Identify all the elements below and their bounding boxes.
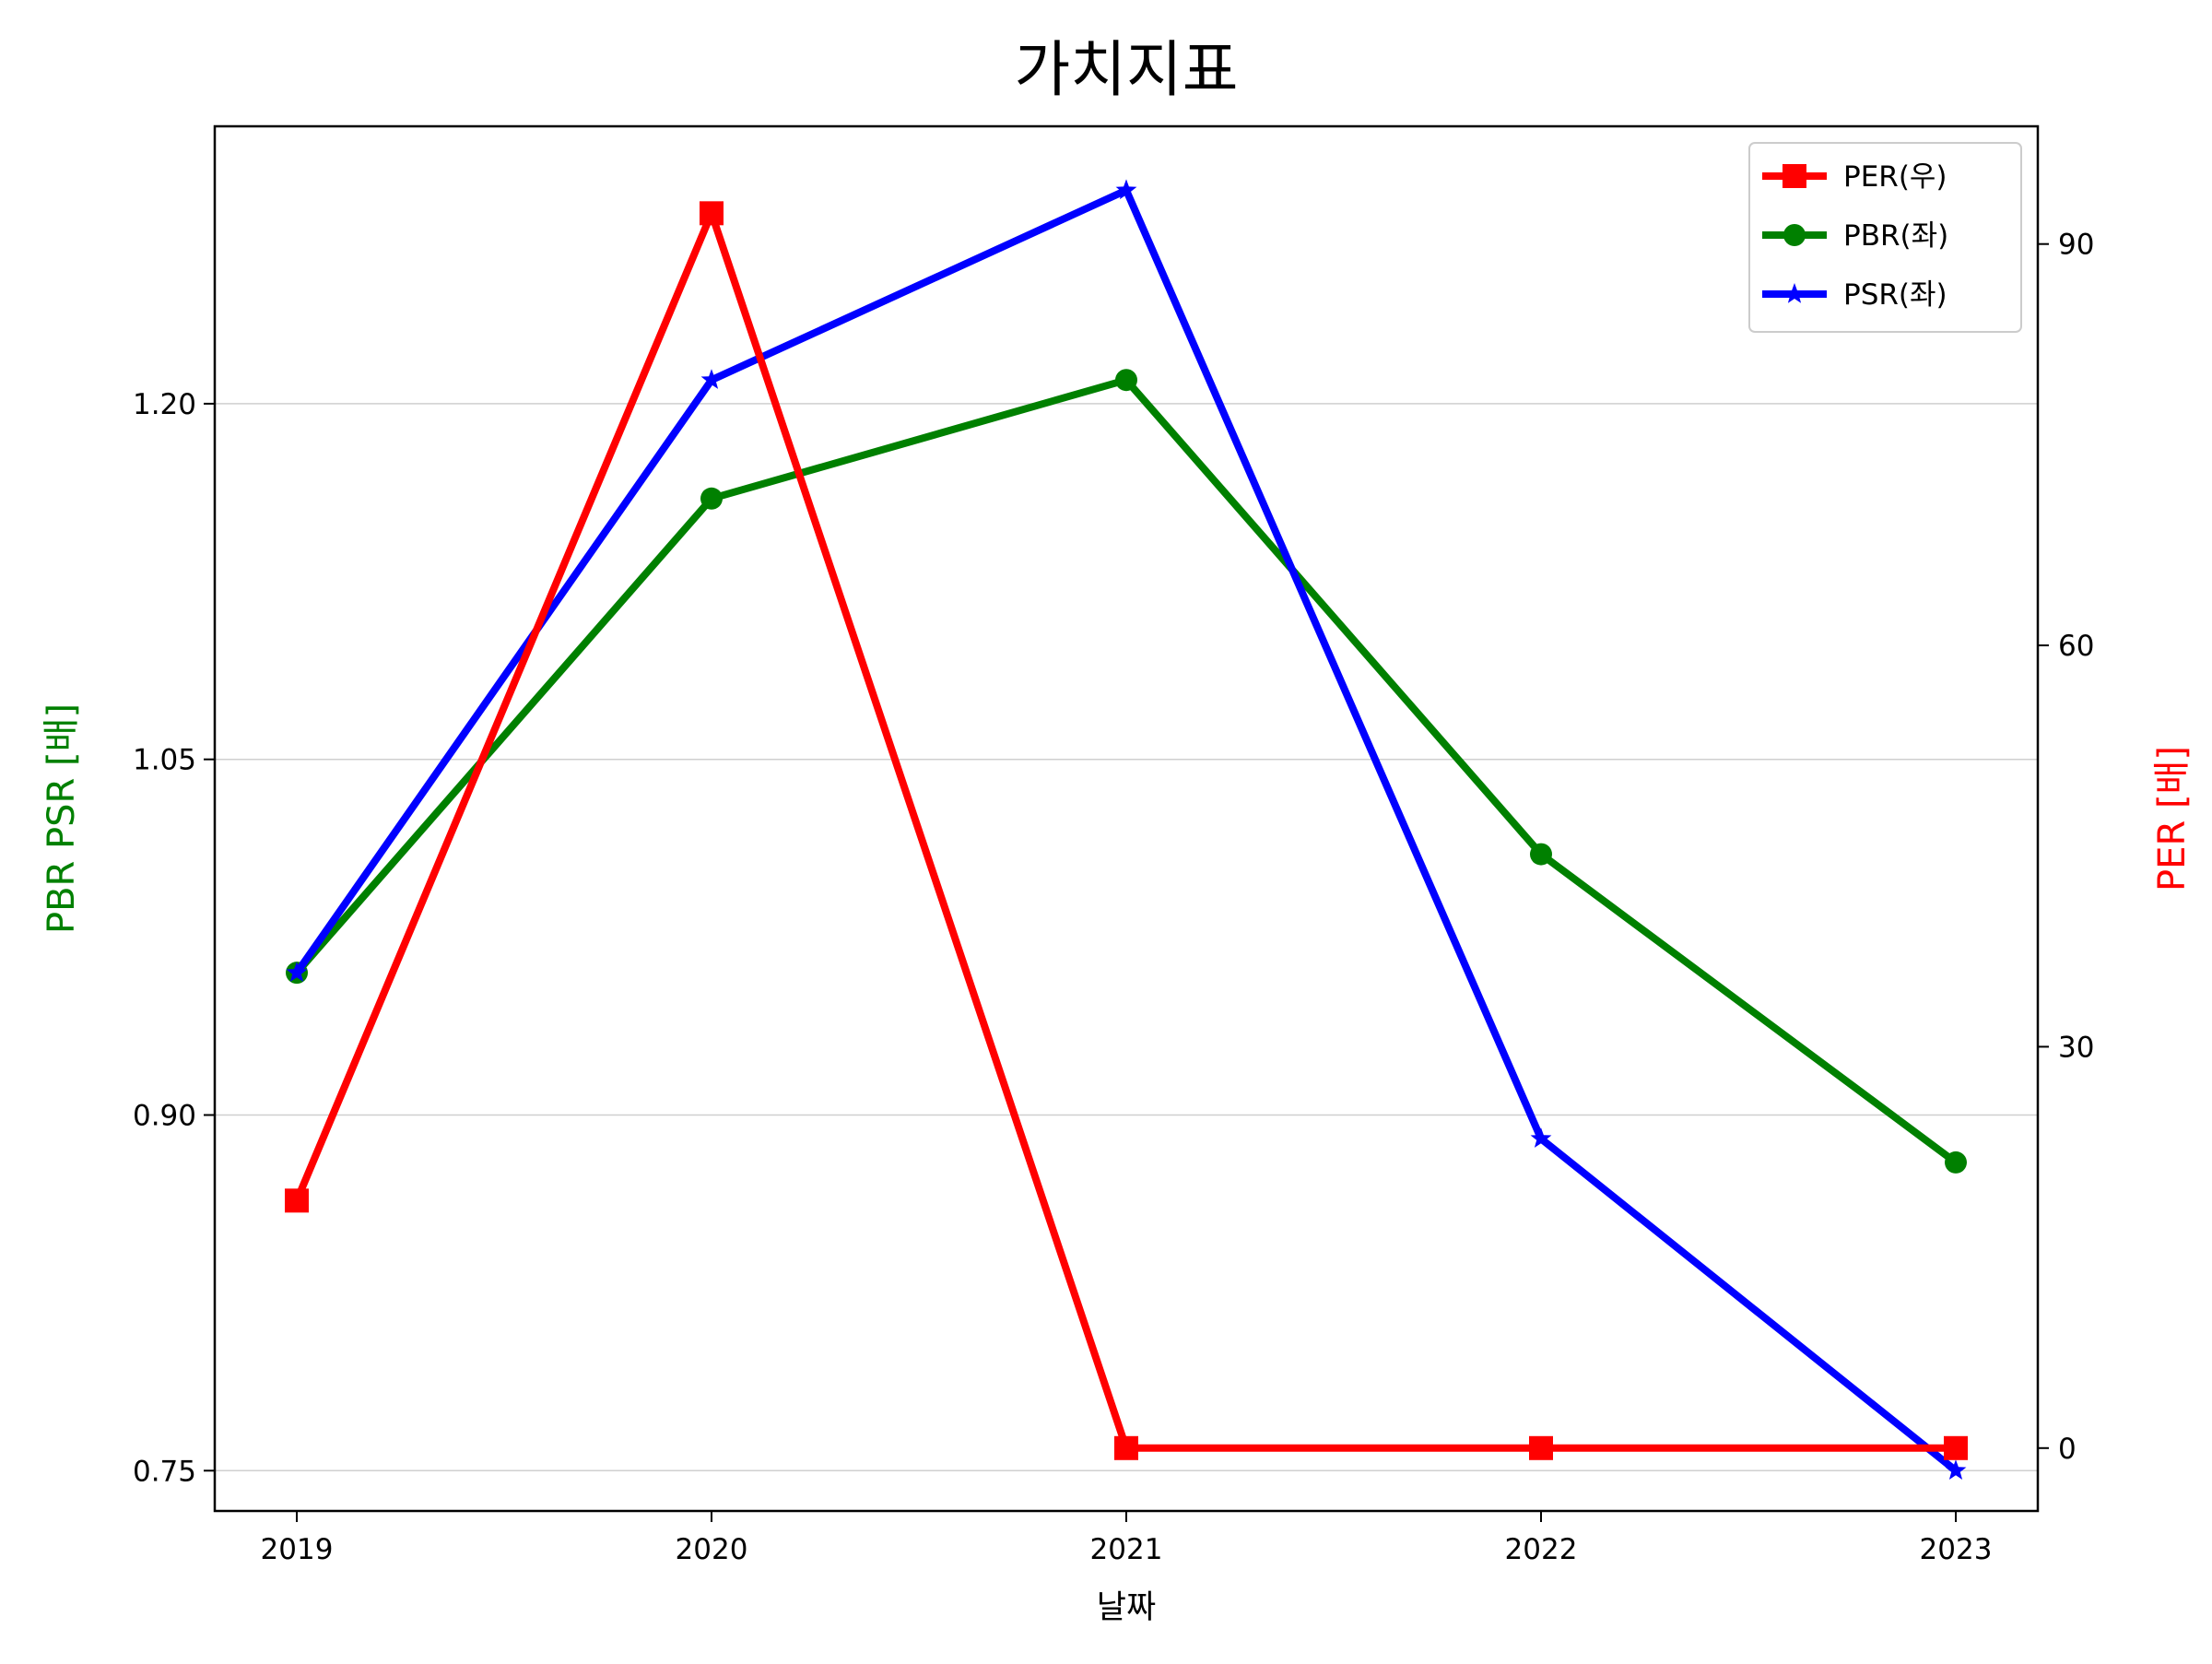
legend-label: PSR(좌) — [1843, 278, 1947, 312]
x-tick-label: 2019 — [261, 1533, 334, 1566]
left-y-tick-label: 0.90 — [133, 1099, 196, 1132]
right-y-axis-label: PER [배] — [2151, 746, 2194, 891]
x-tick-label: 2023 — [1920, 1533, 1993, 1566]
x-axis: 2019 2020 2021 2022 2023 — [261, 1511, 1993, 1566]
chart-title: 가치지표 — [1015, 34, 1239, 105]
grid-lines — [215, 403, 2038, 1472]
data-point-marker — [1529, 1435, 1553, 1460]
x-axis-label: 날짜 — [1097, 1589, 1156, 1626]
right-y-tick-label: 0 — [2058, 1433, 2077, 1466]
data-point-marker — [1115, 369, 1137, 392]
left-y-axis: 0.75 0.90 1.05 1.20 — [133, 388, 215, 1488]
left-y-tick-label: 1.05 — [133, 744, 196, 777]
series-layer — [285, 179, 1968, 1480]
right-y-tick-label: 60 — [2058, 630, 2094, 663]
series-square-group — [285, 201, 1968, 1460]
data-point-marker — [700, 369, 723, 389]
legend-box — [1748, 142, 2022, 333]
data-point-marker — [700, 201, 724, 226]
left-y-tick-label: 0.75 — [133, 1455, 196, 1488]
data-point-marker — [1115, 179, 1137, 200]
data-point-marker — [1114, 1435, 1138, 1460]
x-tick-label: 2021 — [1090, 1533, 1163, 1566]
data-point-marker — [285, 1188, 309, 1213]
data-point-marker — [1945, 1151, 1967, 1174]
x-tick-label: 2022 — [1505, 1533, 1578, 1566]
right-y-tick-label: 90 — [2058, 229, 2094, 262]
series-star-group — [286, 179, 1967, 1480]
x-tick-label: 2020 — [676, 1533, 748, 1566]
right-y-tick-label: 30 — [2058, 1031, 2094, 1064]
data-point-marker — [1530, 1127, 1552, 1148]
left-y-axis-label: PBR PSR [배] — [41, 703, 83, 934]
legend-swatch-marker — [1783, 224, 1806, 246]
legend-swatch-marker — [1783, 283, 1806, 303]
data-point-marker — [1530, 843, 1552, 866]
data-point-marker — [286, 962, 308, 982]
legend-label: PER(우) — [1843, 160, 1947, 194]
data-point-marker — [1944, 1435, 1968, 1460]
legend-label: PBR(좌) — [1843, 219, 1948, 253]
right-y-axis: 0 30 60 90 — [2038, 229, 2094, 1466]
left-y-tick-label: 1.20 — [133, 388, 196, 421]
series-circle-group — [286, 369, 1967, 1174]
data-point-marker — [1945, 1459, 1967, 1480]
legend: PER(우) PBR(좌) PSR(좌) — [1748, 142, 2022, 333]
data-point-marker — [700, 487, 723, 510]
legend-swatch-marker — [1783, 164, 1806, 188]
